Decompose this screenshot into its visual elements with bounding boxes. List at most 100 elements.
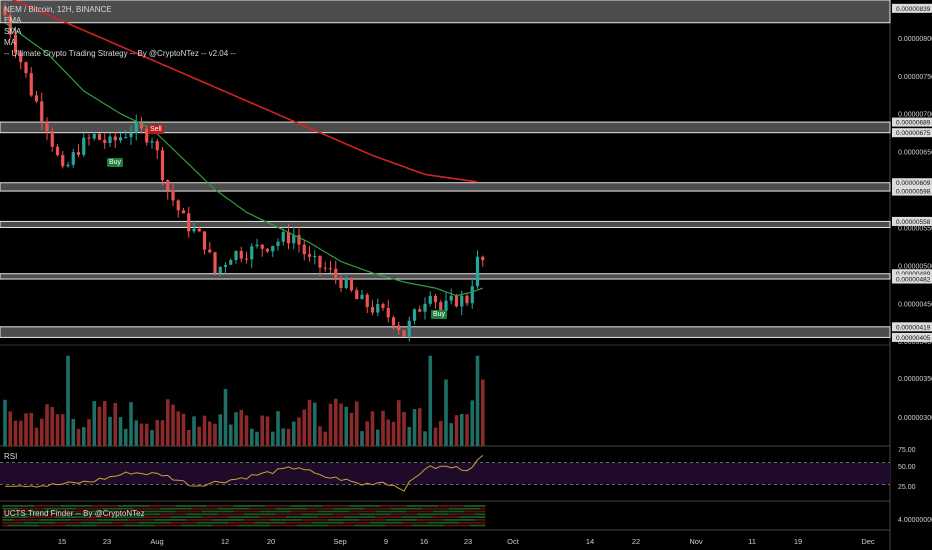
trend-cell <box>33 524 40 527</box>
level-tag-label: 0.00000558 <box>896 219 931 226</box>
trend-cell <box>443 524 449 527</box>
trend-cell <box>112 516 118 518</box>
trend-cell <box>159 513 166 516</box>
volume-bar <box>213 423 217 446</box>
trend-cell <box>443 505 449 507</box>
volume-bar <box>423 431 427 446</box>
volume-bar <box>92 401 97 446</box>
volume-bar <box>349 412 354 446</box>
trend-cell <box>275 516 281 518</box>
candle-body <box>391 317 396 326</box>
trend-cell <box>186 521 192 524</box>
trend-cell <box>359 516 365 518</box>
candle-body <box>134 122 138 133</box>
candle-body <box>50 131 54 147</box>
trend-cell <box>480 524 486 527</box>
trend-cell <box>222 510 229 513</box>
volume-bar <box>307 399 312 446</box>
time-tick-label: Oct <box>507 537 520 546</box>
trend-cell <box>417 516 423 518</box>
trend-cell <box>159 510 166 513</box>
trend-cell <box>154 521 160 524</box>
trend-cell <box>23 505 29 507</box>
trend-cell <box>7 521 13 524</box>
trend-cell <box>159 507 166 510</box>
trend-cell <box>380 510 386 513</box>
time-tick-label: 11 <box>748 537 756 546</box>
volume-bar <box>66 355 70 446</box>
volume-bar <box>386 419 391 446</box>
trend-cell <box>385 507 391 510</box>
trend-cell <box>390 505 397 507</box>
trend-cell <box>254 510 260 513</box>
trend-cell <box>86 521 92 524</box>
trend-cell <box>180 513 187 516</box>
trend-cell <box>464 507 470 510</box>
trend-cell <box>107 505 113 507</box>
candle-body <box>202 231 207 250</box>
price-tick-label: 0.00000650 <box>898 150 932 157</box>
volume-tick-label: 0.00000350 <box>898 376 932 383</box>
trend-cell <box>149 507 155 510</box>
trend-cell <box>96 516 103 518</box>
trend-cell <box>186 513 192 516</box>
trend-cell <box>123 519 129 521</box>
trend-cell <box>75 519 82 521</box>
candle-body <box>381 304 385 308</box>
trend-cell <box>212 524 218 527</box>
trend-cell <box>375 510 381 513</box>
trend-cell <box>12 524 19 527</box>
trend-cell <box>296 521 302 524</box>
candle-body <box>323 267 327 269</box>
trend-cell <box>2 505 8 507</box>
trend-cell <box>375 516 381 518</box>
trend-cell <box>159 516 166 518</box>
candle-body <box>234 250 238 261</box>
trend-cell <box>417 513 423 516</box>
trend-cell <box>322 505 328 507</box>
trend-cell <box>254 516 260 518</box>
trend-cell <box>396 521 402 524</box>
volume-bar <box>412 409 417 446</box>
trend-cell <box>291 519 297 521</box>
volume-bar <box>365 421 370 446</box>
trend-cell <box>102 521 108 524</box>
trend-cell <box>233 519 239 521</box>
trend-cell <box>39 507 45 510</box>
volume-bar <box>8 411 13 446</box>
trend-cell <box>149 516 155 518</box>
candle-body <box>313 255 317 257</box>
trend-cell <box>28 510 34 513</box>
trend-cell <box>217 505 223 507</box>
time-tick-label: Dec <box>861 537 875 546</box>
trend-cell <box>170 507 176 510</box>
trend-cell <box>217 513 223 516</box>
trend-cell <box>112 519 118 521</box>
candle-body <box>187 213 191 232</box>
trend-cell <box>280 524 286 527</box>
trend-cell <box>117 513 124 516</box>
price-tick-label: 0.00000450 <box>898 301 932 308</box>
trend-cell <box>291 507 297 510</box>
trend-cell <box>180 505 187 507</box>
rsi-tick-label: 50.00 <box>898 464 916 471</box>
time-tick-label: 16 <box>420 537 428 546</box>
volume-bar <box>18 420 23 446</box>
trend-cell <box>380 507 386 510</box>
candle-body <box>292 235 296 244</box>
sell-signal-label: Sell <box>148 125 164 134</box>
level-tag <box>892 322 932 332</box>
trend-cell <box>448 521 454 524</box>
trend-cell <box>270 513 276 516</box>
trend-cell <box>128 516 134 518</box>
trend-cell <box>343 507 349 510</box>
trend-cell <box>422 524 428 527</box>
candle-body <box>481 256 485 261</box>
trend-cell <box>23 516 29 518</box>
volume-bar <box>370 411 375 446</box>
trend-cell <box>7 519 13 521</box>
candle-body <box>365 294 369 308</box>
candle-body <box>66 164 70 167</box>
candle-body <box>286 232 291 244</box>
